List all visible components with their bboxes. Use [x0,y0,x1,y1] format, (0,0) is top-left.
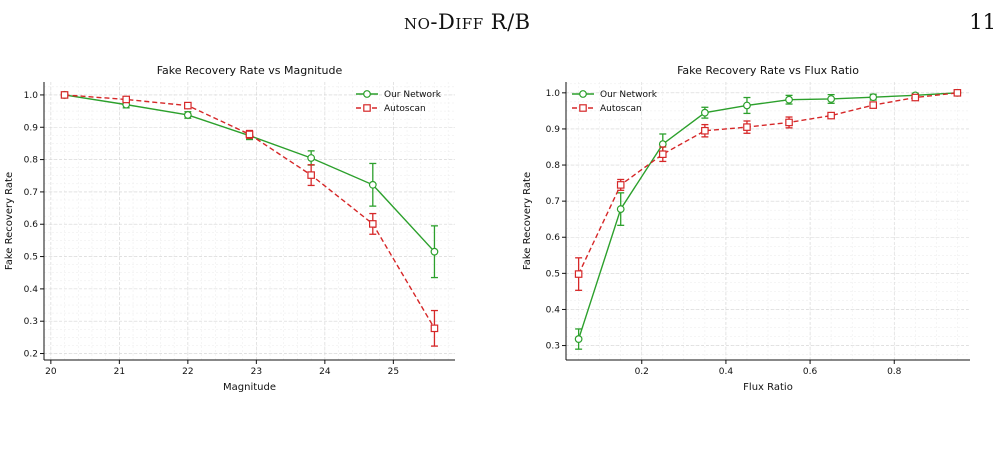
data-point-our-network [430,247,439,256]
y-tick-label: 0.4 [546,305,561,315]
legend: Our Network Autoscan [356,90,442,114]
data-point-our-network [785,95,793,104]
x-tick-label: 0.6 [803,367,818,377]
data-point-autoscan [785,118,793,127]
y-tick-label: 0.8 [546,161,561,171]
legend-label-our-network: Our Network [384,90,442,100]
x-tick-label: 0.2 [635,367,649,377]
data-point-our-network [827,95,836,103]
data-point-autoscan [616,181,625,189]
x-tick-label: 22 [182,367,193,377]
data-point-autoscan [184,101,192,110]
legend-label-our-network: Our Network [600,90,658,100]
data-point-autoscan [869,101,878,109]
data-point-autoscan [658,150,667,159]
running-title-smallcaps: no-Diff [404,10,484,34]
data-point-our-network [183,111,192,119]
y-tick-label: 1.0 [24,91,39,101]
y-tick-label: 0.5 [546,269,560,279]
x-tick-label: 25 [388,367,399,377]
data-point-autoscan [307,171,315,179]
running-title: no-Diff R/B [404,10,531,34]
x-axis-label: Flux Ratio [743,382,793,393]
y-tick-label: 0.5 [24,253,38,263]
legend-marker-autoscan [579,104,587,112]
chart-title: Fake Recovery Rate vs Flux Ratio [677,64,859,77]
y-tick-label: 0.8 [24,156,39,166]
legend: Our Network Autoscan [572,90,658,114]
y-tick-label: 0.4 [24,285,39,295]
data-point-autoscan [245,130,254,139]
chart-title: Fake Recovery Rate vs Magnitude [157,64,343,77]
data-point-our-network [869,93,878,102]
x-tick-label: 20 [45,367,57,377]
legend-marker-our-network [579,90,587,98]
y-tick-label: 0.7 [24,188,38,198]
series-line-autoscan [577,92,958,275]
data-point-autoscan [827,111,835,120]
chart-flux-ratio: 0.2 0.4 0.6 0.8 0.3 0.4 0.5 0.6 0.7 0.8 0.9 1.0 Fake… [522,64,970,393]
x-tick-label: 23 [251,367,262,377]
data-point-our-network [700,108,709,117]
legend-label-autoscan: Autoscan [600,104,642,114]
y-tick-label: 0.9 [24,123,39,133]
y-tick-label: 1.0 [546,89,561,99]
data-point-our-network [616,205,625,213]
data-point-autoscan [911,93,920,102]
data-point-autoscan [574,270,583,278]
y-tick-label: 0.9 [546,125,561,135]
data-point-autoscan [60,91,69,99]
series-line-our-network [64,94,435,253]
data-point-our-network [743,101,751,110]
running-head: no-Diff R/B 11 [0,8,1004,48]
y-tick-label: 0.6 [546,233,561,243]
y-axis-label: Fake Recovery Rate [4,172,15,270]
running-title-rest: R/B [483,10,531,34]
data-point-autoscan [369,220,377,228]
x-tick-label: 24 [319,367,331,377]
y-axis-label: Fake Recovery Rate [522,172,533,270]
data-point-autoscan [430,324,439,333]
data-point-our-network [574,335,583,343]
y-tick-label: 0.2 [24,350,38,360]
x-tick-label: 21 [114,367,125,377]
x-tick-label: 0.8 [887,367,902,377]
data-point-autoscan [953,89,962,97]
x-tick-label: 0.4 [719,367,734,377]
x-axis-label: Magnitude [223,382,276,393]
page-number: 11 [969,10,996,34]
data-point-our-network [368,180,377,189]
data-point-autoscan [701,126,709,135]
legend-marker-autoscan [363,104,371,112]
y-tick-label: 0.3 [546,342,560,352]
chart-magnitude: 20 21 22 23 24 25 0.2 0.3 0.4 0.5 0.6 0.7 0.8 0.9 1.0 F… [4,64,455,393]
data-point-autoscan [743,123,751,131]
legend-marker-our-network [363,90,371,98]
y-tick-label: 0.7 [546,197,560,207]
y-tick-label: 0.3 [24,317,38,327]
y-tick-label: 0.6 [24,220,39,230]
legend-label-autoscan: Autoscan [384,104,426,114]
data-point-our-network [307,154,316,162]
series-line-our-network [577,92,958,340]
data-point-autoscan [122,95,131,104]
